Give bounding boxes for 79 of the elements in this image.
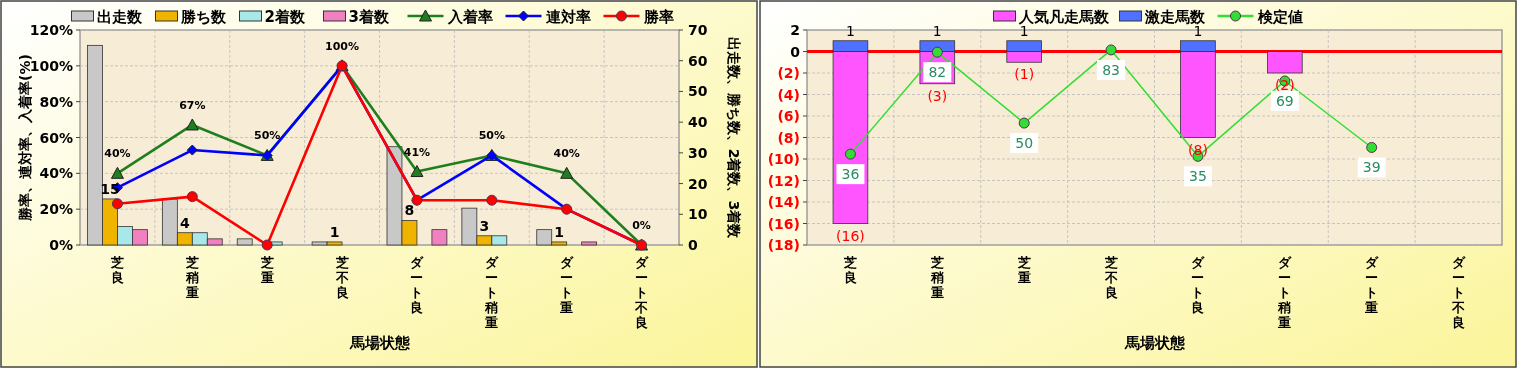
y-tick-label: 80% (39, 93, 73, 110)
legend-label: 人気凡走馬数 (1017, 8, 1110, 26)
y-tick-label: (8) (777, 129, 800, 146)
y2-tick-label: 40 (688, 114, 708, 131)
legend-label: 3着数 (348, 8, 390, 26)
data-label: 41% (403, 145, 431, 159)
y-tick-label: 2 (790, 22, 800, 38)
y-tick-label: (12) (767, 172, 800, 189)
data-label: 1 (554, 223, 565, 240)
x-tick-label: ダート不良 (1451, 255, 1467, 330)
y2-tick-label: 50 (688, 83, 708, 100)
x-tick-label: ダート不良 (634, 255, 650, 330)
x-axis-title: 馬場状態 (1123, 334, 1186, 352)
x-tick-label: 芝不良 (334, 255, 349, 300)
data-label: 8 (404, 202, 415, 219)
data-label: 0% (632, 219, 651, 232)
data-label: 36 (841, 166, 860, 183)
x-tick-label: ダート重 (559, 255, 575, 315)
y-tick-label: (6) (777, 108, 800, 124)
data-label: (16) (836, 227, 865, 244)
y-tick-label: 20% (39, 201, 73, 218)
legend-label: 入着率 (446, 8, 493, 26)
data-label: 1 (329, 223, 340, 240)
y-tick-label: (18) (767, 237, 800, 253)
data-label: 39 (1362, 159, 1381, 176)
data-label: 69 (1275, 92, 1294, 109)
x-tick-label: 芝稍重 (929, 255, 944, 300)
y2-tick-label: 0 (688, 237, 698, 253)
legend-label: 連対率 (544, 8, 591, 26)
data-label: (3) (927, 87, 948, 104)
data-label: 1 (845, 22, 855, 39)
data-label: 50 (1015, 135, 1034, 152)
y-tick-label: (16) (767, 215, 800, 232)
data-label: 83 (1102, 61, 1120, 78)
x-tick-label: ダート稍重 (484, 255, 500, 330)
data-label: 1 (932, 22, 942, 39)
x-tick-label: ダート良 (410, 255, 425, 315)
data-label: 40% (553, 147, 580, 161)
y-tick-label: (2) (777, 65, 800, 81)
y2-axis-title: 出走数、勝ち数、2着数、3着数 (726, 36, 742, 240)
data-label: 50% (254, 129, 281, 143)
data-label: 40% (104, 147, 131, 161)
x-tick-label: 芝重 (259, 255, 274, 285)
legend-label: 検定値 (1256, 8, 1303, 26)
data-label: 4 (179, 214, 190, 231)
y2-tick-label: 20 (688, 175, 708, 192)
legend-label: 2着数 (264, 8, 306, 26)
y-tick-label: 0 (790, 43, 801, 60)
legend-label: 出走数 (96, 8, 143, 26)
y2-tick-label: 70 (688, 22, 708, 38)
x-tick-label: 芝不良 (1103, 255, 1118, 300)
y-tick-label: 40% (39, 165, 73, 182)
x-tick-label: 芝良 (842, 255, 857, 285)
y-tick-label: (14) (767, 194, 800, 210)
data-label: 100% (325, 39, 360, 53)
x-axis-title: 馬場状態 (348, 334, 411, 352)
y-tick-label: 0% (49, 237, 73, 253)
data-label: 67% (179, 98, 206, 112)
x-tick-label: ダート重 (1364, 255, 1380, 315)
y-tick-label: 120% (29, 22, 73, 38)
y-tick-label: (10) (767, 151, 800, 167)
x-tick-label: 芝良 (109, 255, 124, 285)
data-label: 50% (478, 129, 505, 143)
data-label: 3 (479, 217, 490, 234)
legend-label: 勝率 (642, 8, 674, 26)
legend-label: 激走馬数 (1143, 8, 1206, 26)
x-tick-label: ダート稍重 (1277, 255, 1293, 330)
y2-tick-label: 30 (688, 144, 708, 161)
legend-label: 勝ち数 (179, 8, 227, 26)
data-label: (1) (1014, 66, 1035, 83)
x-tick-label: ダート良 (1191, 255, 1206, 315)
y-tick-label: (4) (777, 86, 800, 103)
data-label: 35 (1189, 168, 1207, 185)
x-tick-label: 芝重 (1016, 255, 1031, 285)
y2-tick-label: 60 (688, 52, 708, 69)
x-tick-label: 芝稍重 (184, 255, 199, 300)
data-label: 82 (928, 64, 947, 81)
y-tick-label: 60% (39, 129, 73, 146)
y2-tick-label: 10 (688, 206, 708, 223)
